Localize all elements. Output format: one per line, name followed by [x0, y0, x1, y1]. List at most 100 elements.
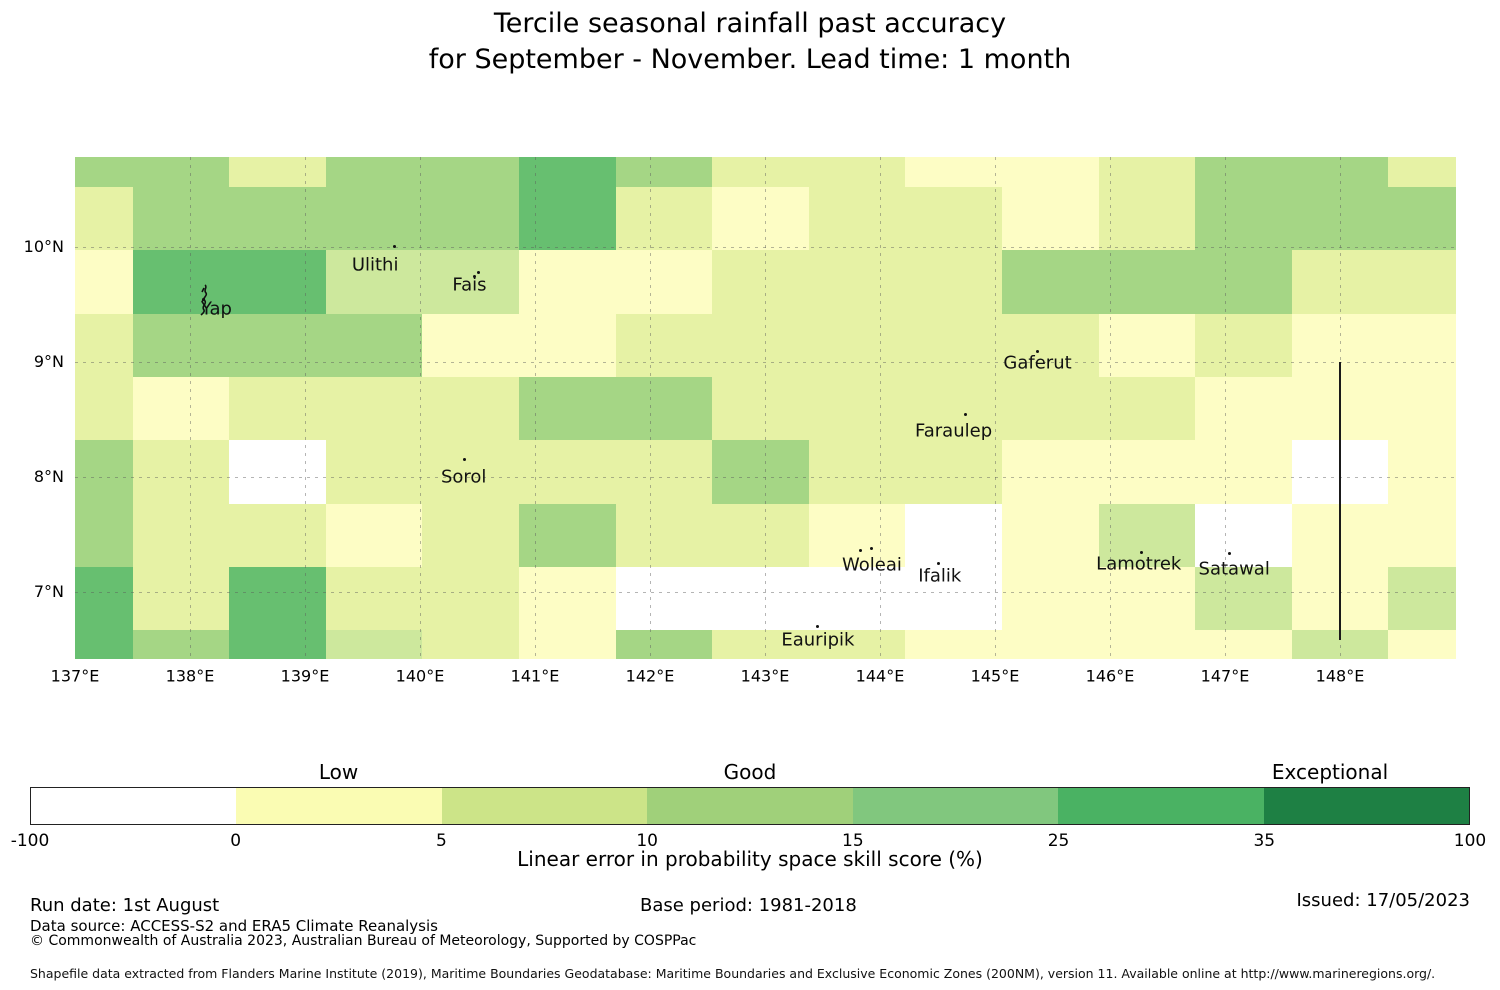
map-cell	[1001, 503, 1100, 568]
map-cell	[1195, 186, 1293, 251]
map-cell	[1291, 186, 1389, 251]
map-cell	[325, 567, 423, 631]
map-cell	[615, 157, 713, 188]
colorbar-tick-label: 35	[1253, 831, 1276, 851]
island-label: Eauripik	[781, 629, 855, 651]
map-cell	[1001, 440, 1100, 505]
gridline-horizontal	[75, 362, 1455, 363]
map-cell	[518, 630, 617, 659]
colorbar-zone-label: Good	[723, 760, 777, 784]
map-cell	[325, 503, 423, 568]
data-source-text: Data source: ACCESS-S2 and ERA5 Climate …	[30, 917, 438, 935]
y-tick-label: 8°N	[33, 467, 64, 487]
island-label: Yap	[200, 298, 232, 320]
colorbar-segment	[31, 788, 237, 824]
map-cell	[1001, 157, 1100, 188]
map-cell	[75, 440, 134, 505]
map-cell	[1098, 186, 1196, 251]
island-dot	[1228, 551, 1232, 555]
map-cell	[325, 440, 423, 505]
colorbar-tick-label: 15	[842, 831, 864, 851]
map-cell	[1001, 376, 1100, 441]
map-cell	[905, 503, 1003, 568]
map-cell	[712, 250, 810, 315]
map-cell	[1388, 503, 1456, 568]
map-cell	[229, 157, 327, 188]
colorbar-segment	[647, 788, 853, 824]
x-tick-label: 147°E	[1200, 666, 1250, 686]
map-cell	[1195, 157, 1293, 188]
colorbar-segment	[852, 788, 1059, 824]
gridline-vertical	[535, 157, 536, 658]
map-cell	[422, 376, 520, 441]
map-cell	[1291, 157, 1389, 188]
y-tick-label: 7°N	[33, 582, 64, 602]
map-cell	[422, 567, 520, 631]
shapefile-note: Shapefile data extracted from Flanders M…	[30, 966, 1436, 981]
map-cell	[1001, 313, 1100, 378]
gridline-vertical	[305, 157, 306, 658]
x-tick-label: 146°E	[1085, 666, 1135, 686]
yap-island-outline	[200, 284, 207, 316]
map-cell	[1388, 250, 1456, 315]
map-cell	[808, 567, 906, 631]
map-cell	[1388, 376, 1456, 441]
map-cell	[712, 503, 810, 568]
colorbar-tick-label: 10	[636, 831, 658, 851]
map-cell	[712, 440, 810, 505]
x-tick-label: 144°E	[855, 666, 905, 686]
map-cell	[1098, 376, 1196, 441]
map-cell	[615, 186, 713, 251]
run-date-text: Run date: 1st August	[30, 895, 220, 916]
map-cell	[808, 250, 906, 315]
island-dot	[393, 245, 397, 249]
map-cell	[518, 157, 617, 188]
map-cell	[132, 186, 230, 251]
island-dot	[1139, 550, 1143, 554]
gridline-vertical	[995, 157, 996, 658]
gridline-vertical	[765, 157, 766, 658]
map-cell	[1388, 440, 1456, 505]
map-cell	[905, 250, 1003, 315]
map-cell	[712, 186, 810, 251]
map-cell	[1388, 157, 1456, 188]
map-cell	[712, 630, 810, 659]
map-cell	[615, 503, 713, 568]
map-cell	[712, 157, 810, 188]
gridline-horizontal	[75, 592, 1455, 594]
island-dot	[870, 547, 874, 551]
island-dot	[963, 413, 967, 417]
map-cell	[1098, 567, 1196, 631]
map-cell	[132, 567, 230, 631]
island-label: Ulithi	[351, 254, 399, 276]
x-tick-label: 141°E	[510, 666, 560, 686]
island-dot	[463, 458, 467, 462]
colorbar-zone-label: Low	[318, 760, 359, 784]
gridline-vertical	[650, 157, 651, 658]
base-period-text: Base period: 1981-2018	[640, 895, 857, 916]
map-cell	[905, 440, 1003, 505]
island-dot	[477, 270, 481, 274]
gridline-horizontal	[75, 246, 1455, 248]
colorbar-title: Linear error in probability space skill …	[517, 847, 983, 871]
map-cell	[905, 567, 1003, 631]
map-cell	[325, 630, 423, 659]
gridline-vertical	[190, 157, 191, 658]
colorbar-tick-label: 100	[1453, 831, 1487, 851]
island-dot	[816, 625, 820, 629]
map-cell	[1195, 440, 1293, 505]
chart-title-line1: Tercile seasonal rainfall past accuracy	[493, 8, 1007, 39]
gridline-vertical	[880, 157, 881, 658]
x-tick-label: 137°E	[50, 666, 100, 686]
map-cell	[422, 630, 520, 659]
map-cell	[229, 313, 327, 378]
map-cell	[1098, 250, 1196, 315]
map-cell	[1291, 250, 1389, 315]
map-cell	[132, 440, 230, 505]
map-cell	[615, 313, 713, 378]
map-cell	[75, 630, 134, 659]
map-cell	[75, 376, 134, 441]
map-cell	[518, 567, 617, 631]
x-tick-label: 139°E	[280, 666, 330, 686]
island-dot	[858, 549, 862, 553]
